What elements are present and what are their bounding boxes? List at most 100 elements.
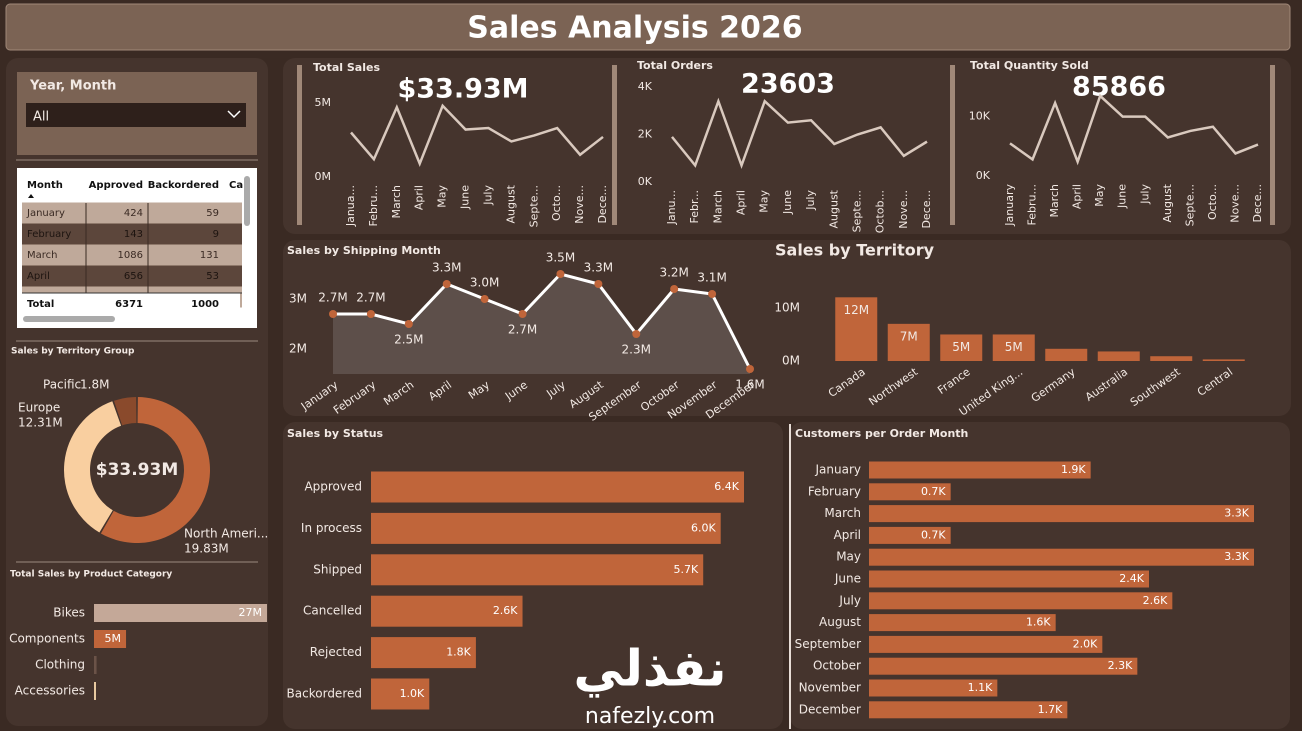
bar: [94, 682, 96, 700]
bar: [371, 637, 476, 669]
bar: [869, 701, 1068, 719]
accent-bar: [297, 65, 302, 225]
data-label: 27M: [239, 606, 263, 619]
sort-arrow: [28, 194, 34, 198]
table-header: Ca: [229, 180, 243, 191]
marker: [632, 330, 641, 338]
x-tick-label: Octo...: [550, 185, 563, 221]
data-label: 2.6K: [1143, 594, 1168, 607]
table-row: [22, 265, 242, 287]
bar: [94, 656, 97, 674]
y-tick-label: Cancelled: [303, 604, 362, 618]
x-tick-label: April: [1071, 184, 1084, 209]
data-label: 0.7K: [921, 485, 946, 498]
data-label: 0.7K: [921, 528, 946, 541]
bar: [869, 461, 1091, 479]
table-cell: 9: [213, 229, 219, 240]
data-label: 1.0K: [400, 687, 425, 700]
data-label: 3.5M: [546, 251, 575, 265]
table-total: 6371: [115, 299, 143, 310]
bar: [371, 678, 430, 710]
x-tick-label: March: [1048, 184, 1061, 218]
data-label: 3.3K: [1224, 550, 1249, 563]
table-row: [22, 244, 242, 266]
marker: [594, 280, 603, 288]
data-label: 1.1K: [968, 681, 993, 694]
bar: [371, 554, 704, 586]
x-tick-label: April: [413, 185, 426, 210]
x-tick-label: Janua...: [344, 185, 357, 227]
slicer-dropdown[interactable]: [26, 103, 246, 127]
bar: [371, 595, 523, 627]
kpi-value: 23603: [741, 69, 835, 100]
data-label: 3.3M: [432, 261, 461, 275]
table-cell: January: [26, 208, 65, 219]
chart-title: Total Sales by Product Category: [10, 570, 172, 580]
y-tick-label: 4K: [638, 80, 653, 93]
data-label: 6.4K: [714, 480, 739, 493]
x-tick-label: Febru...: [367, 185, 380, 226]
bar: [869, 483, 951, 501]
y-tick-label: Backordered: [287, 687, 362, 701]
data-label: 1.6K: [1026, 616, 1051, 629]
x-tick-label: May: [758, 190, 771, 213]
x-tick-label: April: [735, 190, 748, 215]
table-cell: 53: [206, 271, 219, 282]
donut-slice: [64, 401, 122, 533]
data-label: 1.7K: [1038, 703, 1063, 716]
bar: [869, 592, 1173, 610]
marker: [518, 310, 527, 318]
bar: [869, 548, 1254, 566]
x-tick-label: March: [711, 190, 724, 224]
accent-bar: [612, 65, 617, 225]
bar: [1202, 359, 1245, 361]
kpi-value: $33.93M: [397, 74, 528, 105]
y-tick-label: May: [836, 550, 861, 564]
table-cell: 424: [124, 208, 143, 219]
chart-title: Total Quantity Sold: [970, 59, 1089, 72]
data-label: 2.3K: [1108, 659, 1133, 672]
legend-label: Europe: [18, 401, 60, 415]
accent-bar: [950, 65, 955, 225]
data-label: 2.6K: [493, 604, 518, 617]
watermark-latin: nafezly.com: [585, 704, 715, 729]
dropdown-chevron[interactable]: [227, 110, 241, 119]
table-cell: February: [27, 229, 71, 240]
chart-title: Total Sales: [313, 61, 380, 74]
marker: [670, 285, 679, 293]
x-tick-label: July: [804, 190, 817, 211]
data-label: 3.2M: [659, 266, 688, 280]
bar: [1045, 348, 1088, 361]
y-tick-label: In process: [301, 521, 362, 535]
y-tick-label: October: [813, 659, 861, 673]
y-tick-label: 10M: [774, 300, 800, 314]
x-tick-label: Septe...: [527, 185, 540, 227]
x-tick-label: Octo...: [1206, 184, 1219, 220]
x-tick-label: Septe...: [1183, 184, 1196, 226]
y-tick-label: Rejected: [310, 645, 362, 659]
bar: [835, 297, 878, 361]
y-tick-label: Components: [9, 632, 85, 646]
bar: [94, 604, 267, 622]
x-tick-label: Dece...: [920, 190, 933, 229]
y-tick-label: Accessories: [15, 684, 85, 698]
bar: [371, 512, 721, 544]
x-tick-label: Dece...: [596, 185, 609, 224]
x-tick-label: March: [390, 185, 403, 219]
y-tick-label: November: [799, 681, 861, 695]
data-label: 1.8M: [80, 378, 109, 392]
bar: [94, 630, 127, 648]
table-header: Approved: [89, 180, 143, 191]
y-tick-label: 3M: [289, 292, 307, 306]
y-tick-label: July: [838, 593, 861, 607]
data-label: 3.3M: [584, 261, 613, 275]
y-tick-label: 0K: [976, 169, 991, 182]
y-tick-label: 0M: [315, 170, 332, 183]
y-tick-label: February: [808, 484, 861, 498]
donut-slice: [113, 397, 137, 426]
y-tick-label: March: [824, 506, 861, 520]
slicer-value[interactable]: All: [33, 110, 49, 125]
x-tick-label: Febru...: [1026, 184, 1039, 225]
data-label: 6.0K: [691, 521, 716, 534]
